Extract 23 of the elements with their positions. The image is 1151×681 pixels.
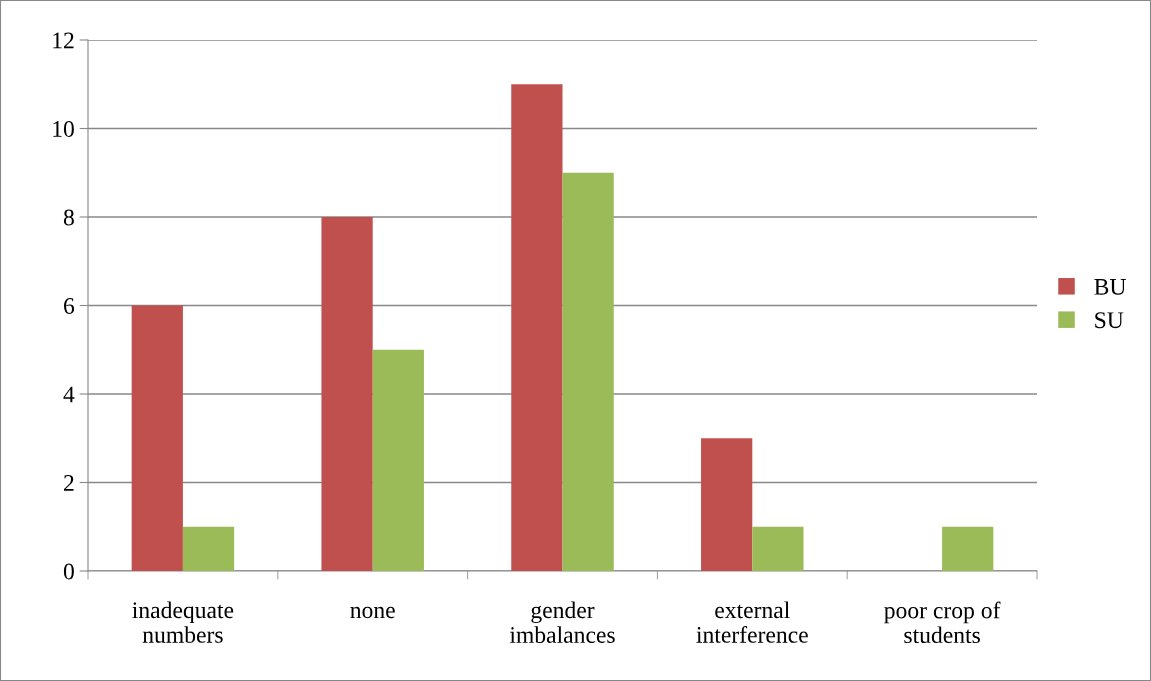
bar [562, 172, 614, 571]
bar [942, 526, 994, 571]
x-tick-label: inadequate numbers [132, 601, 234, 643]
bar [321, 217, 373, 571]
y-tick-label: 10 [53, 120, 74, 137]
x-tick-label: gender imbalances [509, 601, 615, 643]
y-tick-label: 4 [63, 386, 75, 403]
y-tick-label: 2 [64, 475, 74, 491]
bar [701, 438, 753, 571]
x-tick-label: none [350, 606, 395, 619]
x-tick-label: poor crop of students [884, 601, 1001, 644]
y-tick-label: 6 [64, 298, 75, 314]
y-tick-label: 8 [63, 209, 74, 226]
bar [752, 526, 804, 571]
bar [511, 84, 563, 571]
y-tick-label: 12 [53, 32, 74, 49]
y-tick-label: 0 [63, 563, 74, 580]
legend-label: BU [1094, 279, 1126, 295]
x-tick-label: external interference [696, 601, 808, 643]
bar [372, 349, 424, 571]
bar [131, 305, 183, 571]
bar [182, 526, 235, 571]
legend-label: SU [1095, 312, 1124, 329]
